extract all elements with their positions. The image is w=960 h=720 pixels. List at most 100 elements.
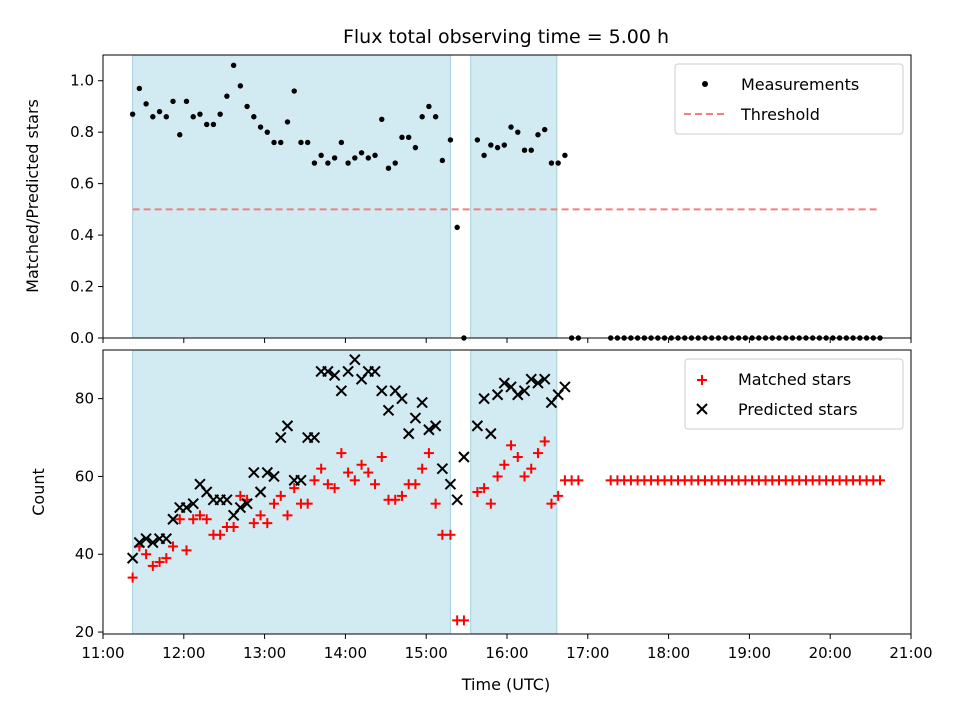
matched-star-point xyxy=(255,510,266,521)
matched-star-point xyxy=(506,440,517,451)
predicted-star-point xyxy=(471,420,484,432)
matched-star-point xyxy=(154,557,165,568)
bottom-plot: 20 40 60 80 11:00 12:00 13:00 14:00 15:00 16:00 1… xyxy=(29,349,933,694)
measurement-point xyxy=(244,103,250,110)
bottom-xtick-label: 18:00 xyxy=(647,644,690,662)
bottom-ytick-label: 20 xyxy=(75,623,94,641)
legend-measurements-marker xyxy=(702,81,708,87)
measurement-point xyxy=(264,129,270,135)
matched-star-point xyxy=(875,475,886,486)
bottom-xtick-label: 21:00 xyxy=(889,644,932,662)
predicted-star-point xyxy=(491,389,504,401)
bottom-ytick-label: 60 xyxy=(75,467,94,485)
matched-star-point xyxy=(479,483,490,494)
bottom-xtick-label: 17:00 xyxy=(566,644,609,662)
matched-star-point xyxy=(499,459,510,470)
matched-star-point xyxy=(526,463,537,474)
matched-star-point xyxy=(349,475,360,486)
bottom-ytick-label: 40 xyxy=(75,545,94,563)
measurement-point xyxy=(177,132,183,138)
predicted-star-point xyxy=(254,486,267,498)
bottom-legend-box xyxy=(684,358,904,430)
measurement-point xyxy=(372,152,378,159)
measurement-point xyxy=(562,152,568,159)
bottom-shade-0 xyxy=(132,349,451,635)
matched-star-point xyxy=(390,494,401,505)
predicted-star-point xyxy=(559,381,571,393)
measurement-point xyxy=(432,114,439,120)
measurement-point xyxy=(488,142,494,148)
predicted-star-point xyxy=(498,377,511,389)
measurement-point xyxy=(271,139,277,146)
measurement-point xyxy=(129,111,136,117)
measurement-point xyxy=(508,124,514,130)
predicted-star-point xyxy=(409,412,422,424)
predicted-star-point xyxy=(382,404,395,417)
predicted-star-point xyxy=(295,474,307,487)
measurement-point xyxy=(555,160,561,166)
predicted-star-point xyxy=(444,478,457,490)
top-shade-1 xyxy=(470,54,558,339)
matched-star-point xyxy=(370,479,381,490)
predicted-star-point xyxy=(335,385,348,397)
measurement-point xyxy=(257,124,264,130)
matched-star-point xyxy=(309,475,320,486)
matched-star-point xyxy=(512,451,523,462)
matched-star-point xyxy=(492,471,503,482)
measurement-point xyxy=(474,137,481,143)
matched-star-point xyxy=(127,572,138,583)
measurement-point xyxy=(385,165,392,171)
measurement-point xyxy=(358,150,365,156)
bottom-ylabel: Count xyxy=(29,468,48,516)
top-ytick-label: 0.8 xyxy=(70,123,94,141)
matched-star-point xyxy=(472,487,483,497)
bottom-xtick-label: 19:00 xyxy=(728,644,771,662)
measurement-point xyxy=(278,139,284,146)
measurement-point xyxy=(521,147,528,153)
predicted-star-point xyxy=(275,431,287,444)
measurement-point xyxy=(136,85,143,92)
matched-star-point xyxy=(417,463,428,474)
measurement-point xyxy=(494,144,501,151)
measurement-point xyxy=(331,155,338,161)
matched-star-point xyxy=(532,448,543,459)
measurement-point xyxy=(217,111,223,117)
matched-star-point xyxy=(519,471,530,482)
predicted-star-point xyxy=(402,427,415,440)
measurement-point xyxy=(143,101,149,107)
measurement-point xyxy=(548,160,555,166)
predicted-star-point xyxy=(396,392,408,405)
predicted-star-point xyxy=(268,470,280,483)
matched-star-point xyxy=(546,498,557,509)
matched-star-point xyxy=(248,518,259,529)
legend-threshold-label: Threshold xyxy=(740,105,820,124)
matched-star-point xyxy=(485,498,496,509)
predicted-star-point xyxy=(512,389,524,401)
predicted-star-point xyxy=(436,462,449,475)
matched-star-point xyxy=(336,448,347,459)
measurement-point xyxy=(224,93,230,99)
top-ylabel: Matched/Predicted stars xyxy=(23,99,42,293)
measurement-point xyxy=(210,121,217,128)
bottom-legend: Matched stars Predicted stars xyxy=(684,358,904,430)
predicted-star-point xyxy=(160,532,173,545)
measurement-point xyxy=(251,114,257,120)
measurement-point xyxy=(203,121,210,128)
legend-matched-marker xyxy=(697,375,707,385)
predicted-star-point xyxy=(187,497,199,510)
matched-star-point xyxy=(316,463,327,474)
measurement-point xyxy=(197,111,203,117)
measurement-point xyxy=(542,126,548,133)
predicted-star-point xyxy=(126,552,139,564)
predicted-star-point xyxy=(423,424,435,436)
matched-star-point xyxy=(228,522,239,533)
predicted-star-point xyxy=(248,466,260,479)
predicted-star-point xyxy=(458,451,470,463)
bottom-plot-border xyxy=(102,349,912,635)
legend-predicted-label: Predicted stars xyxy=(738,400,858,419)
bottom-xtick-label: 13:00 xyxy=(243,644,286,662)
predicted-star-point xyxy=(180,501,193,514)
measurement-point xyxy=(190,114,196,120)
predicted-star-point xyxy=(147,536,159,549)
